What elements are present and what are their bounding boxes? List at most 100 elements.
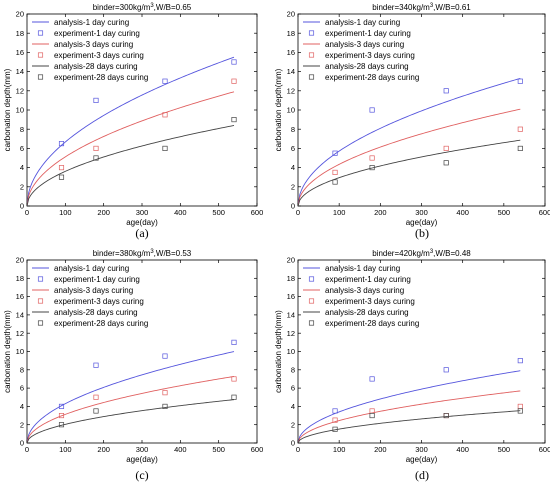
- y-tick-label: 8: [20, 125, 24, 134]
- series-line: [298, 139, 521, 206]
- data-point: [58, 403, 65, 409]
- chart-title-rest: ,W/B=0.48: [433, 249, 471, 258]
- x-tick-label: 100: [333, 445, 346, 454]
- y-tick-label: 2: [20, 182, 24, 191]
- legend-entry: analysis-28 days curing: [54, 308, 138, 317]
- x-axis-label: age(day): [126, 455, 158, 464]
- x-tick-label: 100: [59, 208, 72, 217]
- data-point: [58, 174, 65, 180]
- x-tick-label: 600: [539, 208, 550, 217]
- data-point: [162, 403, 168, 409]
- x-axis-label: age(day): [406, 218, 438, 227]
- data-point: [231, 59, 237, 65]
- legend-entry: analysis-3 days curing: [325, 286, 404, 295]
- x-tick-label: 500: [498, 445, 511, 454]
- legend-swatch-marker: [37, 298, 44, 304]
- legend-entry: experiment-3 days curing: [325, 297, 415, 306]
- data-point: [58, 141, 65, 147]
- chart-title-rest: ,W/B=0.65: [154, 3, 192, 12]
- data-point: [517, 78, 523, 84]
- y-tick-label: 12: [287, 86, 295, 95]
- y-tick-label: 0: [291, 439, 295, 448]
- y-tick-label: 0: [291, 202, 295, 211]
- legend-swatch-marker: [37, 320, 44, 326]
- series-line: [298, 77, 521, 206]
- y-axis-label: carbonation depth(mm): [274, 68, 283, 151]
- x-tick-label: 600: [251, 445, 264, 454]
- data-point: [231, 376, 237, 382]
- chart-title-superscript: 3: [150, 249, 154, 255]
- legend-entry: experiment-3 days curing: [325, 51, 415, 60]
- data-point: [517, 145, 523, 151]
- y-tick-label: 12: [16, 86, 24, 95]
- legend-entry: analysis-1 day curing: [325, 264, 400, 273]
- x-tick-label: 500: [498, 208, 511, 217]
- y-tick-label: 16: [287, 292, 295, 301]
- legend-swatch-marker: [308, 30, 315, 36]
- y-axis-label: carbonation depth(mm): [274, 310, 283, 393]
- data-point: [162, 112, 168, 118]
- legend-entry: experiment-3 days curing: [54, 51, 144, 60]
- legend-swatch-marker: [308, 320, 315, 326]
- x-tick-label: 400: [174, 445, 187, 454]
- legend-entry: analysis-28 days curing: [54, 62, 138, 71]
- data-point: [231, 78, 237, 84]
- series-line: [298, 410, 521, 443]
- x-tick-label: 600: [539, 445, 550, 454]
- x-tick-label: 300: [415, 208, 428, 217]
- y-tick-label: 10: [16, 106, 24, 115]
- y-tick-label: 0: [20, 439, 24, 448]
- chart-title-rest: ,W/B=0.61: [433, 3, 471, 12]
- data-point: [231, 339, 237, 345]
- data-point: [93, 155, 99, 161]
- legend-entry: analysis-1 day curing: [54, 264, 129, 273]
- legend-entry: analysis-3 days curing: [54, 286, 133, 295]
- legend-entry: analysis-1 day curing: [325, 18, 400, 27]
- legend-swatch-marker: [37, 52, 44, 58]
- legend-swatch-marker: [37, 74, 44, 80]
- y-tick-label: 16: [16, 292, 24, 301]
- chart-title: binder=340kg/m3,W/B=0.61: [372, 3, 471, 12]
- y-tick-label: 10: [287, 106, 295, 115]
- data-point: [332, 408, 338, 414]
- y-tick-label: 6: [20, 144, 24, 153]
- x-axis-label: age(day): [126, 218, 158, 227]
- panel-label: (b): [415, 226, 429, 240]
- panel-label: (a): [135, 226, 148, 240]
- chart-title-main: binder=300kg/m: [93, 3, 151, 12]
- y-tick-label: 4: [20, 163, 24, 172]
- data-point: [517, 358, 523, 364]
- data-point: [517, 408, 523, 414]
- y-tick-label: 14: [16, 311, 24, 320]
- legend-entry: experiment-1 day curing: [54, 275, 140, 284]
- chart-panel-2: 0 100 200 300 400 500 600 0 2 4 6 8 10 12 14 16 18 20 age(…: [274, 3, 550, 240]
- x-tick-label: 0: [25, 445, 29, 454]
- data-point: [369, 413, 375, 419]
- data-point: [231, 394, 237, 400]
- data-point: [93, 362, 99, 368]
- y-tick-label: 12: [16, 329, 24, 338]
- data-point: [58, 413, 65, 419]
- data-point: [369, 165, 375, 171]
- chart-title-rest: ,W/B=0.53: [154, 249, 192, 258]
- data-point: [369, 376, 375, 382]
- y-tick-label: 4: [20, 402, 24, 411]
- series-line: [298, 108, 521, 206]
- y-tick-label: 6: [291, 384, 295, 393]
- series-line: [27, 399, 235, 443]
- legend-entry: analysis-1 day curing: [54, 18, 129, 27]
- y-tick-label: 4: [291, 163, 295, 172]
- legend-entry: analysis-28 days curing: [325, 308, 409, 317]
- panel-label: (d): [415, 468, 429, 482]
- x-tick-label: 500: [212, 445, 225, 454]
- data-point: [93, 394, 99, 400]
- chart-title-superscript: 3: [430, 3, 434, 9]
- legend-swatch-marker: [308, 298, 315, 304]
- data-point: [443, 413, 449, 419]
- legend-swatch-marker: [308, 52, 315, 58]
- chart-panel-3: 0 100 200 300 400 500 600 0 2 4 6 8 10 12 14 16 18 20 age(…: [3, 249, 263, 482]
- y-tick-label: 14: [16, 67, 24, 76]
- data-point: [443, 145, 449, 151]
- chart-title-main: binder=420kg/m: [372, 249, 430, 258]
